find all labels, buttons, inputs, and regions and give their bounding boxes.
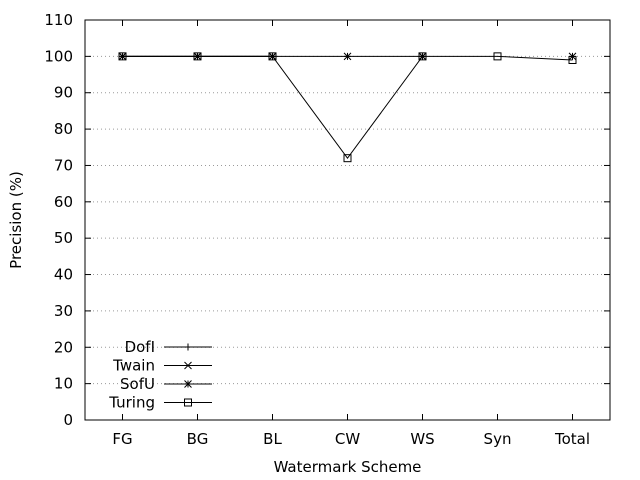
x-tick-label: BL: [263, 430, 282, 448]
legend-label: SofU: [120, 375, 155, 393]
x-tick-label: WS: [410, 430, 434, 448]
y-tick-label: 40: [54, 266, 73, 284]
legend-marker: [184, 398, 192, 407]
plot-frame: [84, 19, 611, 421]
y-tick-label: 20: [54, 338, 73, 356]
legend-marker: [184, 380, 192, 388]
legend-item-sofu: SofU: [120, 375, 212, 393]
y-axis-title: Precision (%): [7, 171, 25, 269]
x-axis-title: Watermark Scheme: [274, 458, 422, 476]
y-tick-label: 80: [54, 120, 73, 138]
data-point: [268, 52, 277, 61]
y-tick-labels: 0 10 20 30 40 50 60 70 80 90 100 110: [44, 11, 73, 429]
x-tick-label: BG: [187, 430, 209, 448]
y-tick-label: 30: [54, 302, 73, 320]
legend-item-turing: Turing: [108, 394, 212, 412]
data-point: [343, 52, 352, 61]
legend-item-dofi: DofI: [125, 338, 212, 356]
grid-lines: [85, 55, 610, 385]
data-point: [193, 52, 202, 61]
y-tick-label: 90: [54, 84, 73, 102]
series-turing: [118, 52, 577, 163]
data-point: [418, 52, 427, 61]
legend-marker: [184, 361, 192, 370]
legend-label: DofI: [125, 338, 155, 356]
y-tick-label: 100: [44, 47, 73, 65]
y-tick-label: 110: [44, 11, 73, 29]
x-tick-label: CW: [335, 430, 360, 448]
y-tick-label: 0: [63, 411, 73, 429]
data-point: [118, 52, 127, 61]
y-tick-label: 70: [54, 156, 73, 174]
y-tick-label: 10: [54, 375, 73, 393]
legend-label: Turing: [108, 394, 155, 412]
y-tick-label: 50: [54, 229, 73, 247]
x-tick-labels: FG BG BL CW WS Syn Total: [112, 430, 590, 448]
x-tick-label: Total: [554, 430, 590, 448]
legend-marker: [184, 343, 192, 351]
legend-item-twain: Twain: [112, 357, 212, 375]
x-tick-label: FG: [112, 430, 132, 448]
legend-label: Twain: [112, 357, 155, 375]
axis-ticks: [85, 19, 610, 421]
data-point: [568, 56, 577, 64]
y-tick-label: 60: [54, 193, 73, 211]
x-tick-label: Syn: [484, 430, 512, 448]
data-point: [343, 154, 352, 163]
data-point: [493, 52, 502, 61]
series-line: [122, 55, 573, 160]
series-layer: [118, 52, 577, 163]
